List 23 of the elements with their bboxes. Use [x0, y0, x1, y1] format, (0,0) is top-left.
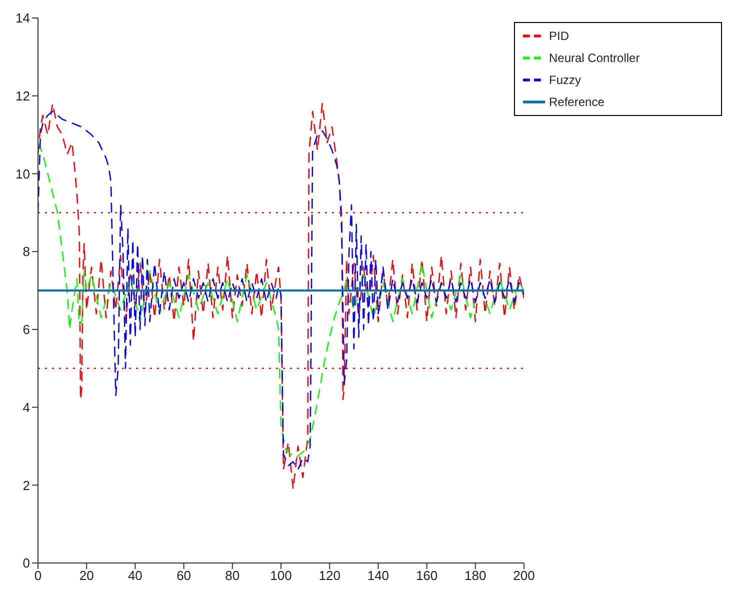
legend-label: Neural Controller [549, 51, 640, 66]
y-tick-label: 12 [16, 88, 30, 104]
y-tick-label: 4 [22, 400, 30, 415]
x-tick-label: 60 [176, 568, 192, 584]
x-tick-label: 40 [128, 568, 142, 584]
legend-label: PID [549, 29, 570, 44]
x-tick-label: 0 [34, 568, 42, 584]
y-tick-label: 6 [22, 322, 30, 338]
x-tick-label: 100 [270, 568, 292, 584]
y-tick-label: 8 [22, 244, 30, 260]
x-tick-label: 140 [367, 568, 390, 584]
x-tick-label: 200 [513, 568, 535, 584]
x-tick-label: 80 [225, 568, 240, 584]
legend-label: Fuzzy [549, 73, 582, 88]
y-tick-label: 10 [16, 166, 30, 182]
x-tick-label: 20 [79, 568, 94, 584]
legend-label: Reference [549, 95, 604, 110]
y-tick-label: 0 [22, 556, 30, 571]
x-tick-label: 160 [416, 568, 438, 584]
x-tick-label: 120 [318, 568, 340, 584]
y-tick-label: 14 [16, 10, 30, 26]
x-tick-label: 180 [464, 568, 486, 584]
y-tick-label: 2 [22, 478, 30, 493]
